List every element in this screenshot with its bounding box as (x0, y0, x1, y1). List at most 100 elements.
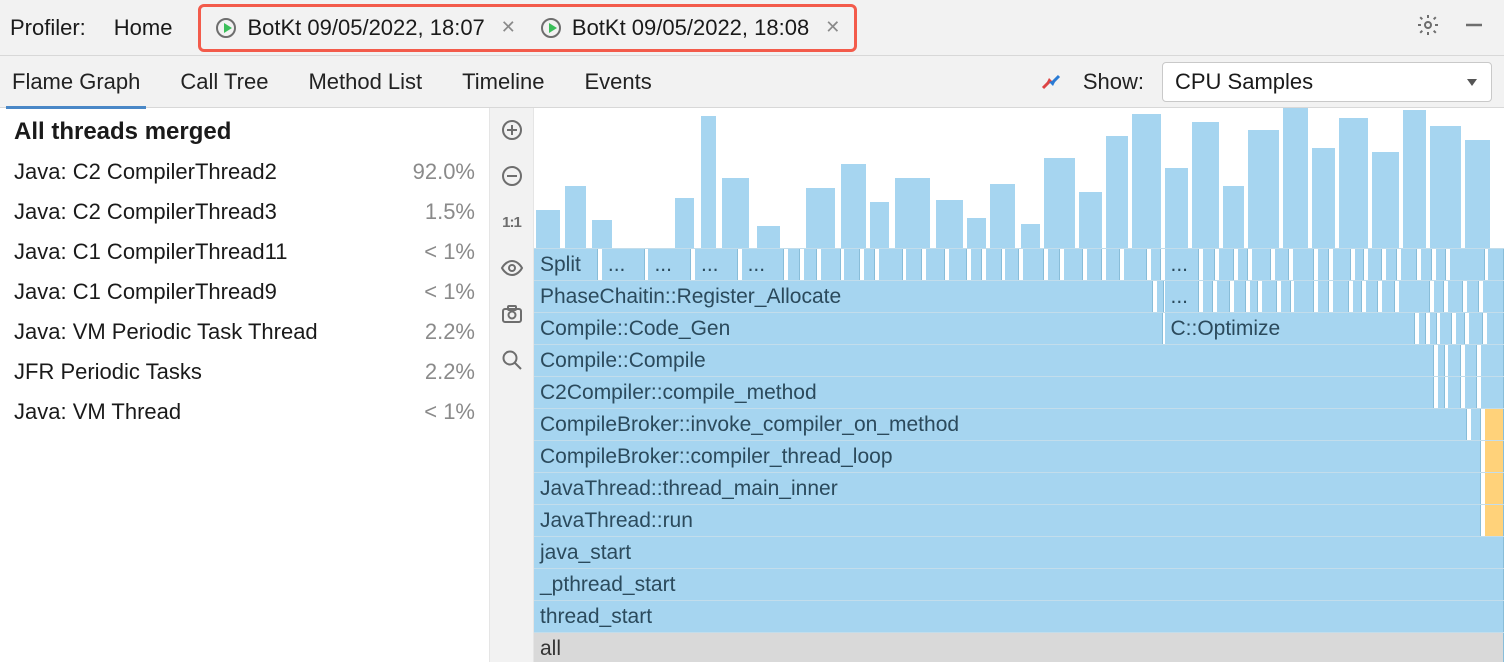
tab-call-tree[interactable]: Call Tree (180, 56, 268, 108)
flame-frame[interactable] (1469, 313, 1483, 344)
tab-events[interactable]: Events (585, 56, 652, 108)
flame-frame[interactable] (1318, 281, 1330, 312)
flame-frame[interactable] (1368, 249, 1382, 280)
flame-frame[interactable] (804, 249, 818, 280)
flame-frame[interactable] (879, 249, 902, 280)
flame-frame[interactable] (1487, 313, 1504, 344)
flame-frame[interactable] (1448, 377, 1462, 408)
flame-frame[interactable] (926, 249, 945, 280)
thread-row[interactable]: Java: C2 CompilerThread31.5% (14, 192, 475, 232)
flame-frame[interactable] (1048, 249, 1060, 280)
flame-frame[interactable]: ... (1165, 249, 1200, 280)
flame-frame[interactable] (1450, 249, 1485, 280)
thread-row[interactable]: Java: C1 CompilerThread11< 1% (14, 232, 475, 272)
flame-frame[interactable] (1238, 249, 1248, 280)
flame-frame[interactable]: CompileBroker::invoke_compiler_on_method (534, 409, 1467, 440)
flame-frame[interactable] (1151, 249, 1161, 280)
search-icon[interactable] (498, 346, 526, 374)
flame-frame[interactable]: ... (742, 249, 785, 280)
flame-frame[interactable] (1219, 249, 1235, 280)
gear-icon[interactable] (1416, 13, 1440, 43)
flame-frame[interactable] (986, 249, 1002, 280)
close-icon[interactable]: ✕ (825, 17, 840, 38)
flame-frame[interactable] (1401, 249, 1417, 280)
flame-frame[interactable] (1355, 249, 1365, 280)
flame-frame[interactable] (1448, 281, 1464, 312)
flame-frame[interactable]: JavaThread::thread_main_inner (534, 473, 1481, 504)
flame-frame[interactable]: ... (602, 249, 645, 280)
flame-frame[interactable] (1399, 281, 1430, 312)
flame-frame[interactable] (1293, 249, 1314, 280)
thread-row[interactable]: Java: C1 CompilerThread9< 1% (14, 272, 475, 312)
flame-frame[interactable] (1471, 409, 1481, 440)
flame-frame[interactable] (1430, 313, 1437, 344)
flame-frame[interactable] (1005, 249, 1019, 280)
flame-frame[interactable] (1382, 281, 1396, 312)
zoom-in-icon[interactable] (498, 116, 526, 144)
minimize-icon[interactable] (1462, 13, 1486, 43)
flame-graph-canvas[interactable]: Split...............PhaseChaitin::Regist… (534, 108, 1504, 662)
flame-frame[interactable] (1485, 505, 1504, 536)
flame-frame[interactable] (864, 249, 876, 280)
flame-frame[interactable] (1064, 249, 1083, 280)
thread-row[interactable]: JFR Periodic Tasks2.2% (14, 352, 475, 392)
flame-frame[interactable] (1333, 249, 1350, 280)
zoom-out-icon[interactable] (498, 162, 526, 190)
flame-frame[interactable] (788, 249, 800, 280)
flame-frame[interactable] (1438, 345, 1445, 376)
flame-frame[interactable] (1281, 281, 1291, 312)
flame-frame[interactable] (1481, 345, 1504, 376)
thread-row[interactable]: Java: VM Thread< 1% (14, 392, 475, 432)
flame-frame[interactable] (1124, 249, 1147, 280)
flame-frame[interactable] (1483, 281, 1504, 312)
flame-frame[interactable] (1157, 281, 1164, 312)
flame-frame[interactable] (1386, 249, 1398, 280)
flame-frame[interactable] (1203, 249, 1215, 280)
tab-timeline[interactable]: Timeline (462, 56, 544, 108)
threads-title[interactable]: All threads merged (14, 118, 475, 146)
flame-frame[interactable] (1448, 345, 1462, 376)
flame-frame[interactable]: C::Optimize (1165, 313, 1415, 344)
recording-tab-1[interactable]: BotKt 09/05/2022, 18:08 ✕ (528, 7, 852, 49)
tab-flame-graph[interactable]: Flame Graph (12, 56, 140, 108)
flame-frame[interactable] (1465, 345, 1477, 376)
flame-frame[interactable] (1294, 281, 1313, 312)
flame-frame[interactable] (1318, 249, 1330, 280)
flame-frame[interactable] (1419, 313, 1427, 344)
flame-frame[interactable] (971, 249, 983, 280)
flame-frame[interactable]: Compile::Compile (534, 345, 1434, 376)
flame-frame[interactable]: C2Compiler::compile_method (534, 377, 1434, 408)
flame-frame[interactable]: _pthread_start (534, 569, 1504, 600)
flame-frame[interactable] (1438, 377, 1445, 408)
show-select[interactable]: CPU Samples (1162, 62, 1492, 102)
flame-frame[interactable] (1434, 281, 1444, 312)
flame-frame[interactable]: ... (695, 249, 738, 280)
recording-tab-0[interactable]: BotKt 09/05/2022, 18:07 ✕ (203, 7, 527, 49)
flame-frame[interactable]: java_start (534, 537, 1504, 568)
flame-frame[interactable] (906, 249, 922, 280)
flame-frame[interactable] (949, 249, 966, 280)
flame-frame[interactable]: CompileBroker::compiler_thread_loop (534, 441, 1481, 472)
flame-frame[interactable] (1203, 281, 1213, 312)
flame-frame[interactable] (1275, 249, 1289, 280)
flame-frame[interactable] (1456, 313, 1466, 344)
flame-frame[interactable] (1465, 377, 1477, 408)
flame-frame[interactable]: ... (648, 249, 691, 280)
flame-frame[interactable] (1250, 281, 1258, 312)
flame-frame[interactable] (1485, 473, 1504, 504)
camera-icon[interactable] (498, 300, 526, 328)
flame-frame[interactable]: thread_start (534, 601, 1504, 632)
flame-frame[interactable] (1481, 377, 1504, 408)
flame-frame[interactable] (1106, 249, 1120, 280)
actual-size-icon[interactable]: 1:1 (498, 208, 526, 236)
close-icon[interactable]: ✕ (501, 17, 516, 38)
flame-frame[interactable] (1436, 249, 1446, 280)
flame-frame[interactable]: Compile::Code_Gen (534, 313, 1163, 344)
flame-frame[interactable] (1234, 281, 1246, 312)
diff-focus-icon[interactable] (1037, 68, 1065, 96)
flame-frame[interactable] (1087, 249, 1103, 280)
flame-frame[interactable] (1353, 281, 1363, 312)
home-link[interactable]: Home (104, 15, 199, 41)
flame-frame[interactable]: PhaseChaitin::Register_Allocate (534, 281, 1153, 312)
flame-frame[interactable]: ... (1165, 281, 1200, 312)
